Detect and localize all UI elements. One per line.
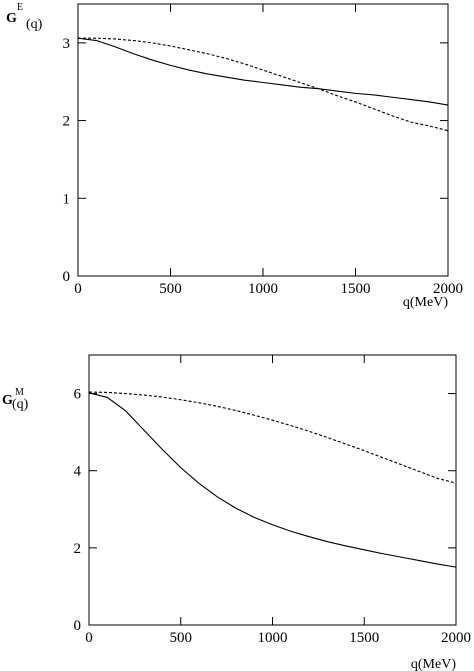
y-axis-title: G (6, 11, 17, 26)
dashed-series-line (88, 391, 457, 484)
x-tick-label: 1500 (341, 281, 371, 297)
y-tick-label: 2 (63, 114, 71, 130)
electric-form-factor-panel: 0 500 1000 1500 2000 0 1 2 3 GE(q) q(MeV) (6, 2, 463, 310)
x-axis-title: q(MeV) (411, 657, 456, 671)
y-tick-label: 2 (74, 541, 82, 557)
y-axis-title-superscript: M (15, 387, 24, 398)
y-tick-label: 0 (74, 618, 82, 634)
solid-series-line (88, 392, 457, 568)
y-tick-label: 0 (63, 269, 71, 285)
x-tick-label: 500 (170, 630, 193, 646)
y-tick-label: 4 (74, 464, 82, 480)
plot-frame (77, 3, 449, 277)
x-tick-label: 2000 (433, 281, 463, 297)
magnetic-form-factor-panel: 0 500 1000 1500 2000 0 2 4 6 GM(q) q(MeV) (2, 354, 471, 671)
x-tick-label: 2000 (441, 630, 471, 646)
x-tick-label: 1500 (349, 630, 379, 646)
x-axis-title: q(MeV) (403, 295, 448, 310)
x-tick-label: 0 (85, 630, 93, 646)
y-tick-label: 6 (74, 387, 82, 403)
dashed-series-line (78, 37, 449, 132)
y-axis-title-argument: (q) (26, 17, 43, 32)
x-tick-label: 1000 (248, 281, 278, 297)
solid-series-line (77, 37, 449, 106)
x-tick-label: 1000 (258, 630, 288, 646)
y-axis-title-argument: (q) (12, 397, 29, 412)
x-tick-label: 500 (159, 281, 182, 297)
y-tick-label: 3 (63, 36, 71, 52)
y-tick-label: 1 (63, 191, 71, 207)
y-axis-title: G (2, 393, 13, 408)
y-axis-title-superscript: E (17, 2, 23, 13)
x-tick-label: 0 (74, 281, 82, 297)
